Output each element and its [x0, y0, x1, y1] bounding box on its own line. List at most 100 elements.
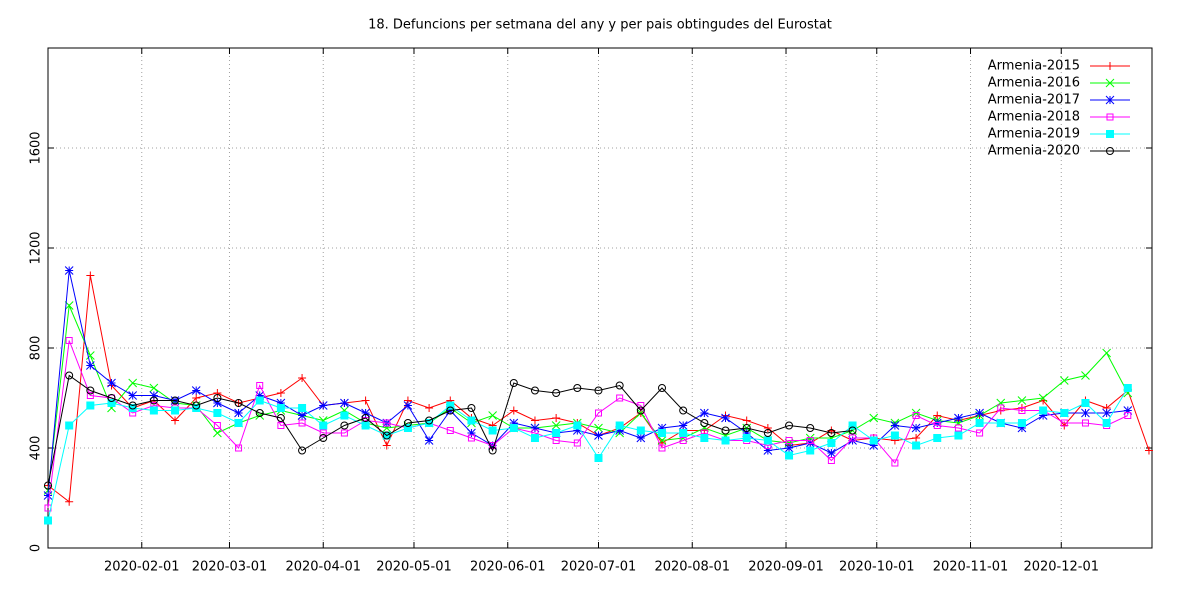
marker-shape [1060, 409, 1069, 417]
legend-marker [1106, 62, 1114, 70]
point [234, 419, 243, 427]
point [192, 404, 201, 412]
marker-stroke [255, 411, 265, 420]
marker-stroke [64, 301, 74, 310]
marker-shape [65, 421, 74, 430]
marker-shape [509, 379, 518, 387]
marker-shape [763, 429, 772, 437]
marker-stroke [699, 408, 709, 418]
marker-shape [44, 516, 52, 525]
marker-stroke [975, 408, 984, 418]
point [551, 421, 561, 430]
marker-shape [255, 396, 264, 405]
point [319, 421, 328, 430]
point [446, 401, 455, 410]
point [509, 379, 518, 387]
point [340, 429, 348, 437]
point [149, 383, 159, 393]
point [298, 446, 307, 455]
marker-stroke [213, 428, 222, 438]
marker-shape [149, 406, 158, 415]
point [424, 436, 434, 445]
point [85, 361, 95, 370]
legend-label: Armenia-2015 [988, 59, 1080, 74]
plot-frame [47, 47, 1153, 549]
marker-shape [213, 409, 222, 417]
legend-label: Armenia-2020 [988, 144, 1080, 159]
point [1017, 396, 1027, 405]
point [933, 434, 942, 442]
point [65, 421, 74, 430]
point [235, 444, 243, 452]
marker-shape [594, 409, 602, 417]
point [1081, 419, 1089, 427]
point [86, 386, 95, 395]
point [128, 378, 138, 388]
marker-shape [213, 394, 222, 402]
marker-stroke [1102, 348, 1111, 358]
point [997, 404, 1005, 412]
point [530, 416, 539, 425]
marker-shape [912, 441, 921, 450]
marker-shape [488, 446, 497, 455]
point [658, 429, 667, 437]
y-tick-label: 0 [29, 544, 44, 552]
marker-shape [128, 404, 137, 412]
point [552, 437, 560, 444]
point [65, 497, 74, 506]
point [1060, 419, 1068, 427]
y-tick-label: 1600 [29, 131, 44, 164]
marker-shape [340, 411, 349, 420]
point [679, 406, 688, 415]
marker-shape [1106, 113, 1114, 121]
marker-shape [213, 422, 221, 429]
marker-shape [1123, 384, 1132, 392]
point [382, 441, 391, 450]
point [700, 419, 709, 427]
series-line [47, 374, 853, 486]
legend-label: Armenia-2019 [988, 127, 1080, 142]
marker-shape [1017, 419, 1026, 427]
marker-stroke [827, 448, 836, 458]
marker-shape [1039, 406, 1048, 415]
marker-shape [594, 454, 603, 462]
point [403, 424, 412, 432]
marker-stroke [784, 443, 794, 453]
point [149, 406, 158, 415]
point [319, 434, 328, 442]
point [912, 441, 921, 450]
point [827, 439, 836, 447]
marker-stroke [1102, 408, 1111, 418]
marker-shape [319, 421, 328, 430]
marker-shape [319, 434, 328, 442]
x-tick-label: 2020-03-01 [192, 560, 268, 575]
point [256, 382, 264, 389]
marker-shape [1106, 130, 1114, 138]
series-line [47, 340, 1129, 509]
marker-shape [573, 421, 582, 430]
point [530, 386, 539, 395]
marker-stroke [1059, 376, 1069, 385]
marker-shape [467, 404, 476, 412]
x-tick-label: 2020-08-01 [654, 560, 730, 575]
marker-shape [742, 434, 751, 442]
point [933, 411, 942, 420]
point [361, 396, 370, 405]
point [1124, 412, 1132, 419]
point [784, 443, 794, 453]
marker-shape [383, 419, 391, 427]
marker-shape [827, 439, 836, 447]
marker-stroke [594, 431, 603, 440]
point [911, 423, 921, 433]
point [785, 451, 794, 460]
marker-shape [1081, 419, 1089, 427]
legend-entry: Armenia-2018 [988, 110, 1130, 125]
point [679, 429, 688, 437]
marker-shape [615, 381, 624, 390]
point [594, 409, 602, 417]
marker-shape [615, 421, 624, 430]
point [954, 413, 963, 423]
marker-shape [997, 404, 1005, 412]
marker-shape [361, 414, 370, 422]
marker-stroke [424, 436, 434, 445]
